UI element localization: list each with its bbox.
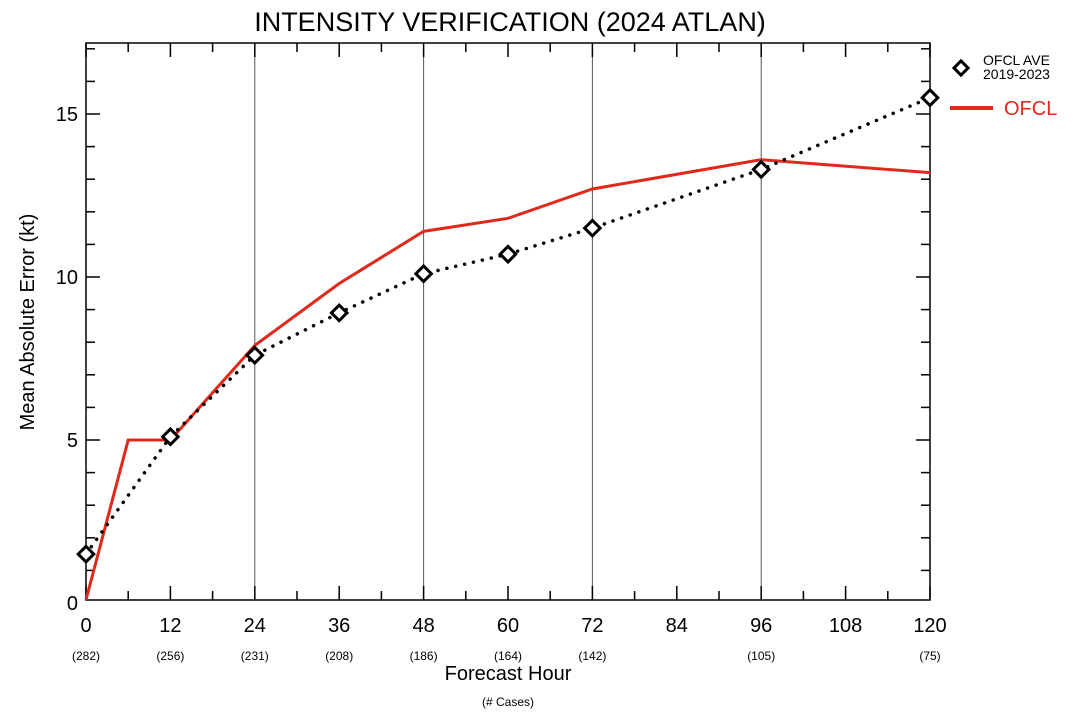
ofcl-ave-point bbox=[920, 87, 940, 108]
ofcl-ave-point bbox=[76, 544, 96, 564]
x-tick-label: 120 bbox=[913, 615, 946, 637]
x-axis-label: Forecast Hour bbox=[445, 663, 572, 685]
case-count-label: (208) bbox=[325, 649, 353, 663]
legend: OFCL AVE 2019-2023 OFCL bbox=[950, 52, 1057, 120]
ofcl-ave-point bbox=[244, 345, 265, 366]
x-axis-sublabel: (# Cases) bbox=[482, 695, 534, 709]
legend-diamond-icon bbox=[951, 58, 971, 78]
x-tick-label: 12 bbox=[159, 615, 181, 637]
legend-ofcl-ave-years: 2019-2023 bbox=[983, 66, 1050, 82]
y-tick-label: 10 bbox=[56, 267, 78, 289]
case-count-label: (105) bbox=[747, 649, 775, 663]
y-tick-label: 0 bbox=[67, 593, 78, 615]
x-tick-label: 0 bbox=[80, 615, 91, 637]
y-axis-label: Mean Absolute Error (kt) bbox=[17, 214, 39, 431]
ofcl-ave-point bbox=[160, 426, 181, 447]
case-count-label: (186) bbox=[410, 649, 438, 663]
y-tick-label: 5 bbox=[67, 430, 78, 452]
plot-frame bbox=[85, 42, 931, 601]
x-tick-label: 72 bbox=[581, 615, 603, 637]
x-tick-label: 36 bbox=[328, 615, 350, 637]
ofcl-ave-point bbox=[329, 302, 350, 323]
case-count-label: (142) bbox=[578, 649, 606, 663]
legend-ofcl-ave: OFCL AVE bbox=[983, 52, 1050, 68]
x-tick-label: 84 bbox=[666, 615, 688, 637]
x-tick-label: 24 bbox=[244, 615, 266, 637]
legend-ofcl: OFCL bbox=[1004, 98, 1057, 120]
case-count-label: (256) bbox=[156, 649, 184, 663]
x-tick-label: 108 bbox=[829, 615, 862, 637]
x-tick-label: 60 bbox=[497, 615, 519, 637]
ofcl-ave-point bbox=[413, 263, 434, 284]
ofcl-ave-point bbox=[498, 244, 518, 265]
case-count-label: (282) bbox=[72, 649, 100, 663]
ofcl-line bbox=[84, 158, 931, 601]
x-tick-label: 48 bbox=[412, 615, 434, 637]
x-tick-label: 96 bbox=[750, 615, 772, 637]
ofcl-ave-point bbox=[751, 159, 772, 180]
y-tick-label: 15 bbox=[56, 104, 78, 126]
case-count-label: (164) bbox=[494, 649, 522, 663]
chart-title: INTENSITY VERIFICATION (2024 ATLAN) bbox=[254, 7, 766, 37]
ofcl-ave-point bbox=[582, 218, 603, 238]
case-count-label: (75) bbox=[919, 649, 940, 663]
case-count-label: (231) bbox=[241, 649, 269, 663]
ofcl-ave-line bbox=[84, 95, 932, 556]
